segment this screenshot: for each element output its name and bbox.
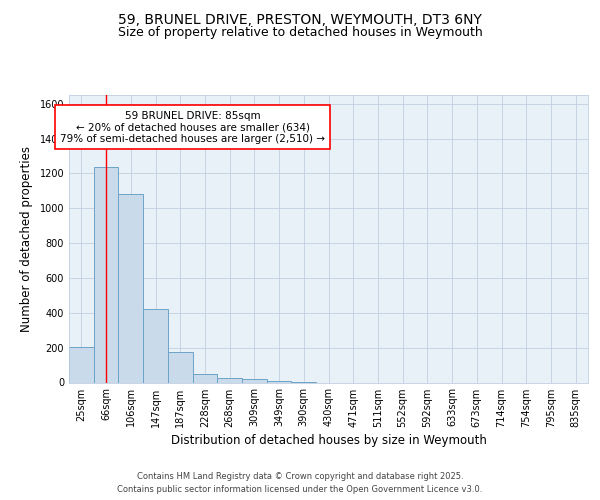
Bar [217, 378, 242, 382]
Bar [94, 168, 118, 382]
Bar [143, 310, 168, 382]
Text: Contains HM Land Registry data © Crown copyright and database right 2025.: Contains HM Land Registry data © Crown c… [137, 472, 463, 481]
Text: 59, BRUNEL DRIVE, PRESTON, WEYMOUTH, DT3 6NY: 59, BRUNEL DRIVE, PRESTON, WEYMOUTH, DT3… [118, 12, 482, 26]
X-axis label: Distribution of detached houses by size in Weymouth: Distribution of detached houses by size … [170, 434, 487, 447]
Bar [193, 374, 217, 382]
Y-axis label: Number of detached properties: Number of detached properties [20, 146, 32, 332]
Text: 59 BRUNEL DRIVE: 85sqm
← 20% of detached houses are smaller (634)
79% of semi-de: 59 BRUNEL DRIVE: 85sqm ← 20% of detached… [60, 110, 325, 144]
Text: Contains public sector information licensed under the Open Government Licence v3: Contains public sector information licen… [118, 485, 482, 494]
Text: Size of property relative to detached houses in Weymouth: Size of property relative to detached ho… [118, 26, 482, 39]
Bar [267, 381, 292, 382]
Bar [168, 352, 193, 382]
Bar [242, 379, 267, 382]
Bar [118, 194, 143, 382]
Bar [69, 347, 94, 382]
